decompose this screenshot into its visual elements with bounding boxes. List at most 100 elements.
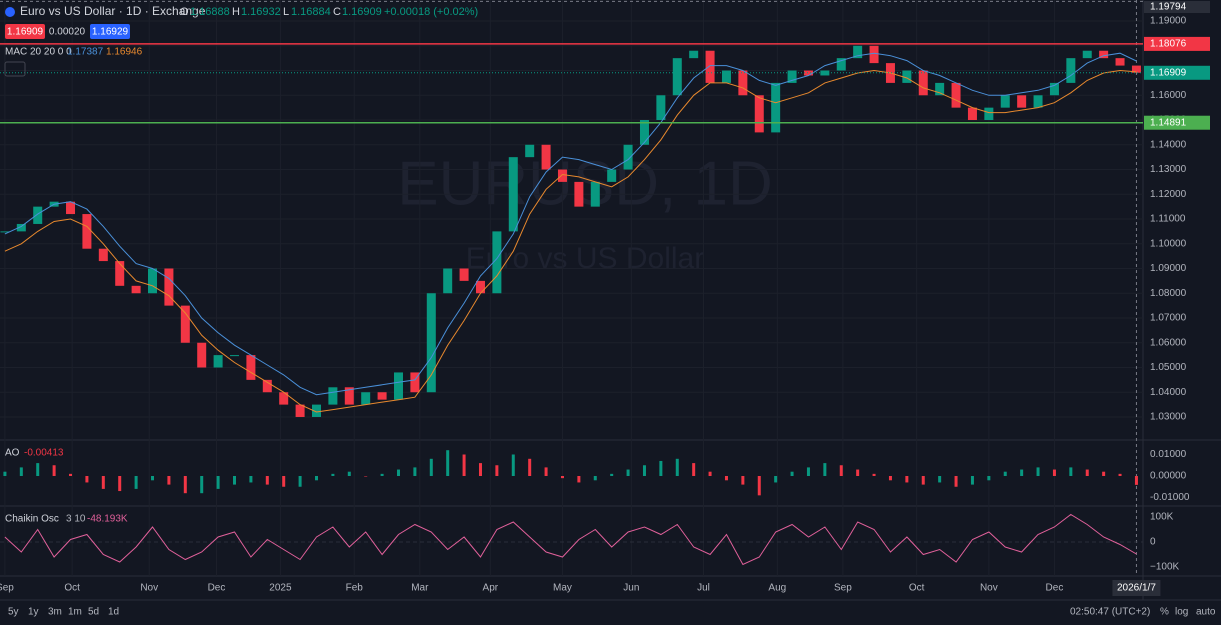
candle — [902, 70, 912, 83]
candle — [131, 285, 141, 294]
ao-bar — [675, 458, 679, 476]
chaikin-value: -48.193K — [87, 514, 128, 525]
ao-bar — [331, 473, 335, 476]
change: +0.00018 (+0.02%) — [384, 6, 478, 18]
indicator-lower: 1.16946 — [106, 47, 143, 58]
l-label: L — [283, 6, 289, 18]
symbol[interactable]: Euro vs US Dollar · 1D · Exchange — [20, 4, 206, 18]
ao-bar — [1134, 475, 1138, 485]
buy-price[interactable]: 1.16929 — [92, 27, 129, 38]
candle — [164, 268, 174, 306]
ao-bar — [528, 458, 532, 476]
candle — [853, 45, 863, 59]
percent-button[interactable]: % — [1160, 607, 1169, 618]
ao-bar — [1069, 467, 1073, 476]
candle — [738, 70, 748, 96]
ao-bar — [577, 475, 581, 483]
candle — [590, 181, 600, 207]
cursor-box — [1112, 580, 1161, 596]
y-tick-label: 100K — [1150, 512, 1174, 523]
x-tick-label: Oct — [64, 583, 80, 594]
price-level-box — [1144, 36, 1210, 51]
ao-bar — [347, 471, 351, 476]
sell-price[interactable]: 1.16909 — [7, 27, 44, 38]
ao-bar — [856, 469, 860, 476]
low: 1.16884 — [291, 6, 331, 18]
ao-bar — [757, 475, 761, 496]
candle — [721, 70, 731, 83]
ao-bar — [1036, 467, 1040, 476]
watermark-ticker: EURUSD, 1D — [397, 149, 773, 218]
x-tick-label: Nov — [980, 583, 998, 594]
candle — [492, 231, 502, 294]
x-tick-label: Sep — [0, 583, 14, 594]
ao-bar — [429, 458, 433, 476]
candle — [935, 82, 945, 96]
ao-bar — [1118, 473, 1122, 476]
ao-bar — [610, 473, 614, 476]
candle — [508, 157, 518, 232]
candle — [393, 372, 403, 400]
y-tick-label: 1.19000 — [1150, 16, 1187, 27]
watermark-name: Euro vs US Dollar — [466, 242, 704, 275]
candle — [328, 387, 338, 405]
candle — [82, 214, 92, 249]
ao-bar — [626, 469, 630, 476]
ao-bar — [52, 465, 56, 476]
candle — [16, 223, 26, 232]
log-button[interactable]: log — [1175, 607, 1188, 618]
candle — [246, 355, 256, 380]
y-tick-label: 1.05000 — [1150, 362, 1187, 373]
ao-bar — [1020, 469, 1024, 476]
range-button[interactable]: 1d — [108, 607, 119, 618]
range-button[interactable]: 1m — [68, 607, 82, 618]
candle — [705, 50, 715, 83]
candle — [1082, 50, 1092, 59]
candle — [672, 58, 682, 96]
ao-value: -0.00413 — [24, 448, 64, 459]
ao-bar — [19, 467, 23, 476]
indicator-legend: MAC 20 20 0 0 — [5, 47, 72, 58]
y-tick-label: 0.01000 — [1150, 449, 1187, 460]
candle — [525, 144, 535, 158]
high-label: 1.19794 — [1150, 2, 1187, 13]
ao-bar — [282, 475, 286, 487]
range-button[interactable]: 3m — [48, 607, 62, 618]
y-tick-label: 1.12000 — [1150, 189, 1187, 200]
range-button[interactable]: 1y — [28, 607, 39, 618]
ao-bar — [134, 475, 138, 489]
candle — [1049, 82, 1059, 96]
candle — [951, 82, 961, 108]
y-tick-label: 1.08000 — [1150, 288, 1187, 299]
ao-bar — [3, 471, 7, 476]
buy-button[interactable] — [90, 24, 130, 39]
price-level-box — [1144, 115, 1210, 130]
auto-button[interactable]: auto — [1196, 607, 1216, 618]
x-tick-label: Jul — [697, 583, 710, 594]
ao-bar — [298, 475, 302, 487]
x-tick-label: 2025 — [269, 583, 292, 594]
ao-bar — [724, 475, 728, 481]
candle — [262, 379, 272, 393]
ao-bar — [921, 475, 925, 485]
range-button[interactable]: 5d — [88, 607, 99, 618]
candle — [98, 248, 108, 262]
collapse-button[interactable] — [4, 61, 26, 77]
ao-bar — [839, 465, 843, 476]
y-tick-label: -0.01000 — [1150, 492, 1190, 503]
candle — [311, 404, 321, 417]
chaikin-legend: Chaikin Osc — [5, 514, 59, 525]
candle — [836, 58, 846, 71]
candle — [557, 169, 567, 182]
range-button[interactable]: 5y — [8, 607, 19, 618]
candle — [1017, 95, 1027, 108]
candle — [1033, 95, 1043, 108]
x-tick-label: Jun — [623, 583, 639, 594]
ao-bar — [233, 475, 237, 485]
ao-bar — [774, 475, 778, 483]
band-line — [4, 52, 1137, 396]
y-tick-label: 1.06000 — [1150, 337, 1187, 348]
indicator-upper: 1.17387 — [67, 47, 104, 58]
sell-button[interactable] — [5, 24, 45, 39]
y-tick-label: −100K — [1150, 562, 1180, 573]
